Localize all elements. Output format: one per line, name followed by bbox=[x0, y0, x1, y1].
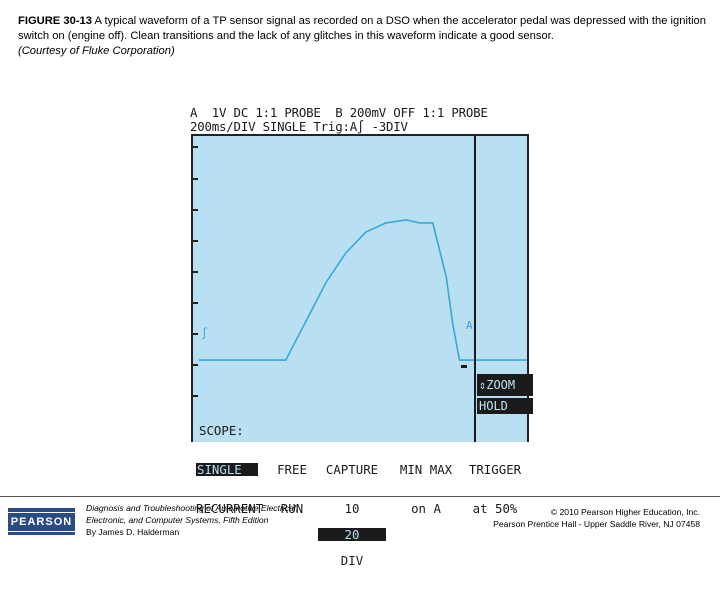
book-author: By James D. Halderman bbox=[86, 527, 180, 537]
scope-header-channels: A 1V DC 1:1 PROBE B 200mV OFF 1:1 PROBE bbox=[190, 105, 488, 120]
scope-screen: ∫ A ⇕ZOOM HOLD SCOPE: bbox=[191, 134, 533, 442]
caption-credit: (Courtesy of Fluke Corporation) bbox=[18, 45, 175, 57]
free-run-softkey[interactable]: FREE RUN bbox=[270, 437, 314, 541]
capture-20: 20 bbox=[318, 528, 386, 541]
free-label: FREE bbox=[277, 462, 307, 477]
minmax-softkey[interactable]: MIN MAX on A bbox=[394, 437, 458, 541]
on-a-label: on A bbox=[411, 501, 441, 516]
footer-divider bbox=[0, 496, 720, 497]
copyright-line2: Pearson Prentice Hall - Upper Saddle Riv… bbox=[493, 519, 700, 529]
time-cursor[interactable] bbox=[474, 136, 476, 442]
recurrent-option[interactable]: RECURRENT bbox=[196, 501, 264, 516]
oscilloscope-display: A 1V DC 1:1 PROBE B 200mV OFF 1:1 PROBE … bbox=[190, 105, 533, 567]
capture-div: DIV bbox=[340, 553, 364, 568]
channel-a-marker: A bbox=[466, 319, 473, 332]
single-recurrent-softkey[interactable]: SINGLE RECURRENT bbox=[196, 437, 264, 541]
book-title-line2: Electronic, and Computer Systems, Fifth … bbox=[86, 515, 269, 525]
waveform-trace bbox=[199, 219, 527, 361]
trigger-label: TRIGGER bbox=[468, 462, 522, 477]
waveform-plot bbox=[199, 219, 527, 361]
minmax-label: MIN MAX bbox=[399, 462, 453, 477]
book-title-line1: Diagnosis and Troubleshooting of Automot… bbox=[86, 503, 299, 513]
caption-text: A typical waveform of a TP sensor signal… bbox=[18, 15, 707, 42]
trigger-softkey[interactable]: TRIGGER at 50% bbox=[462, 437, 528, 541]
pearson-logo: PEARSON bbox=[4, 508, 79, 535]
copyright-notice: © 2010 Pearson Higher Education, Inc. Pe… bbox=[400, 506, 700, 530]
trigger-level: at 50% bbox=[472, 501, 518, 516]
logo-text: PEARSON bbox=[4, 511, 79, 532]
book-citation: Diagnosis and Troubleshooting of Automot… bbox=[86, 502, 366, 538]
hold-button[interactable]: HOLD bbox=[477, 398, 533, 414]
scope-mode-label: SCOPE: bbox=[199, 423, 244, 438]
figure-label: FIGURE 30-13 bbox=[18, 15, 92, 27]
copyright-line1: © 2010 Pearson Higher Education, Inc. bbox=[550, 507, 700, 517]
trigger-marker: ∫ bbox=[201, 327, 208, 340]
capture-label: CAPTURE bbox=[325, 462, 379, 477]
single-option[interactable]: SINGLE bbox=[196, 463, 258, 476]
cursor-dash bbox=[461, 365, 467, 368]
scope-header-timebase: 200ms/DIV SINGLE Trig:A∫ -3DIV bbox=[190, 119, 408, 134]
capture-10: 10 bbox=[344, 501, 360, 516]
run-label: RUN bbox=[280, 501, 304, 516]
figure-caption: FIGURE 30-13 A typical waveform of a TP … bbox=[18, 14, 708, 59]
zoom-button[interactable]: ⇕ZOOM bbox=[477, 374, 533, 396]
